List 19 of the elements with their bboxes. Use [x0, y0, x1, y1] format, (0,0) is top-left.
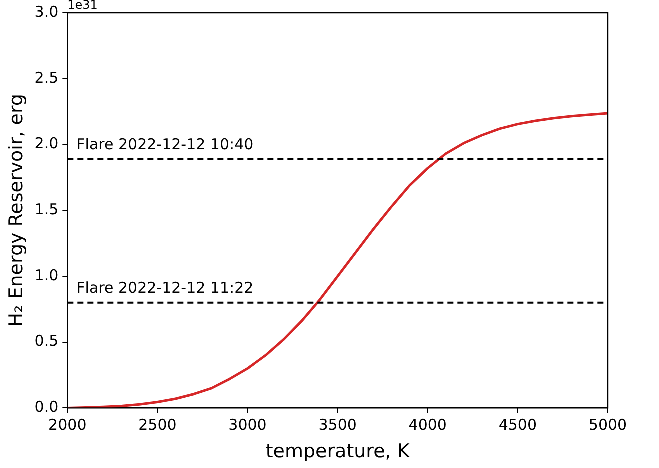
y-tick-label: 2.5 [34, 68, 59, 87]
y-axis-title: H₂ Energy Reservoir, erg [5, 94, 28, 328]
y-tick-label: 1.5 [34, 200, 59, 218]
x-tick-label: 2000 [48, 416, 87, 434]
x-tick-label: 2500 [138, 416, 177, 434]
x-axis-title: temperature, K [266, 440, 410, 463]
x-tick-label: 5000 [588, 416, 628, 434]
x-tick-label: 4000 [408, 416, 447, 434]
y-tick-label: 3.0 [34, 2, 59, 21]
y-tick-label: 1.0 [34, 266, 59, 284]
x-tick-label: 4500 [498, 416, 538, 434]
x-tick-label: 3000 [228, 416, 267, 434]
y-tick-label: 0.0 [34, 398, 59, 416]
annotation: Flare 2022-12-12 11:22 [76, 279, 254, 298]
y-tick-label: 2.0 [34, 134, 59, 153]
y-tick-label: 0.5 [34, 332, 59, 350]
annotation: Flare 2022-12-12 10:40 [76, 136, 254, 154]
x-tick-label: 3500 [318, 416, 357, 434]
text: 1e31 [68, 0, 98, 12]
